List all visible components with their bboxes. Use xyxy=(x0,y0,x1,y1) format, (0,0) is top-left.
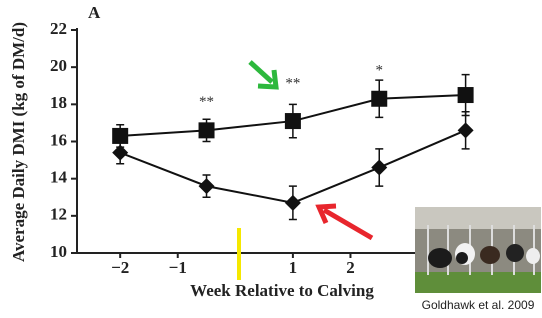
significance: ** xyxy=(199,94,214,110)
y-tick-label: 14 xyxy=(50,168,68,187)
x-tick-label: 1 xyxy=(289,258,298,277)
arrows xyxy=(239,62,372,280)
source: Goldhawk et al. 2009 xyxy=(422,298,535,312)
marker xyxy=(458,87,474,103)
marker xyxy=(199,178,215,194)
y-axis-label: Average Daily DMI (kg of DM/d) xyxy=(9,22,28,262)
significance: ** xyxy=(285,75,300,91)
panel-label: A xyxy=(88,3,101,22)
marker xyxy=(112,145,128,161)
significance: * xyxy=(376,62,384,78)
marker xyxy=(371,91,387,107)
y-tick-label: 18 xyxy=(50,93,67,112)
y-tick-label: 20 xyxy=(50,56,67,75)
x-axis-label: Week Relative to Calving xyxy=(190,281,374,300)
x-tick-label: −2 xyxy=(111,258,129,277)
marker xyxy=(458,122,474,138)
y-tick-label: 22 xyxy=(50,19,67,38)
marker xyxy=(285,113,301,129)
photo xyxy=(415,207,541,293)
marker xyxy=(371,160,387,176)
x-tick-label: −1 xyxy=(169,258,187,277)
x-tick-label: 2 xyxy=(346,258,355,277)
y-tick-label: 12 xyxy=(50,205,67,224)
marker xyxy=(199,122,215,138)
y-tick-label: 16 xyxy=(50,130,67,149)
marker xyxy=(285,195,301,211)
y-tick-label: 10 xyxy=(50,242,67,261)
chart: A Average Daily DMI (kg of DM/d) Week Re… xyxy=(0,0,542,318)
